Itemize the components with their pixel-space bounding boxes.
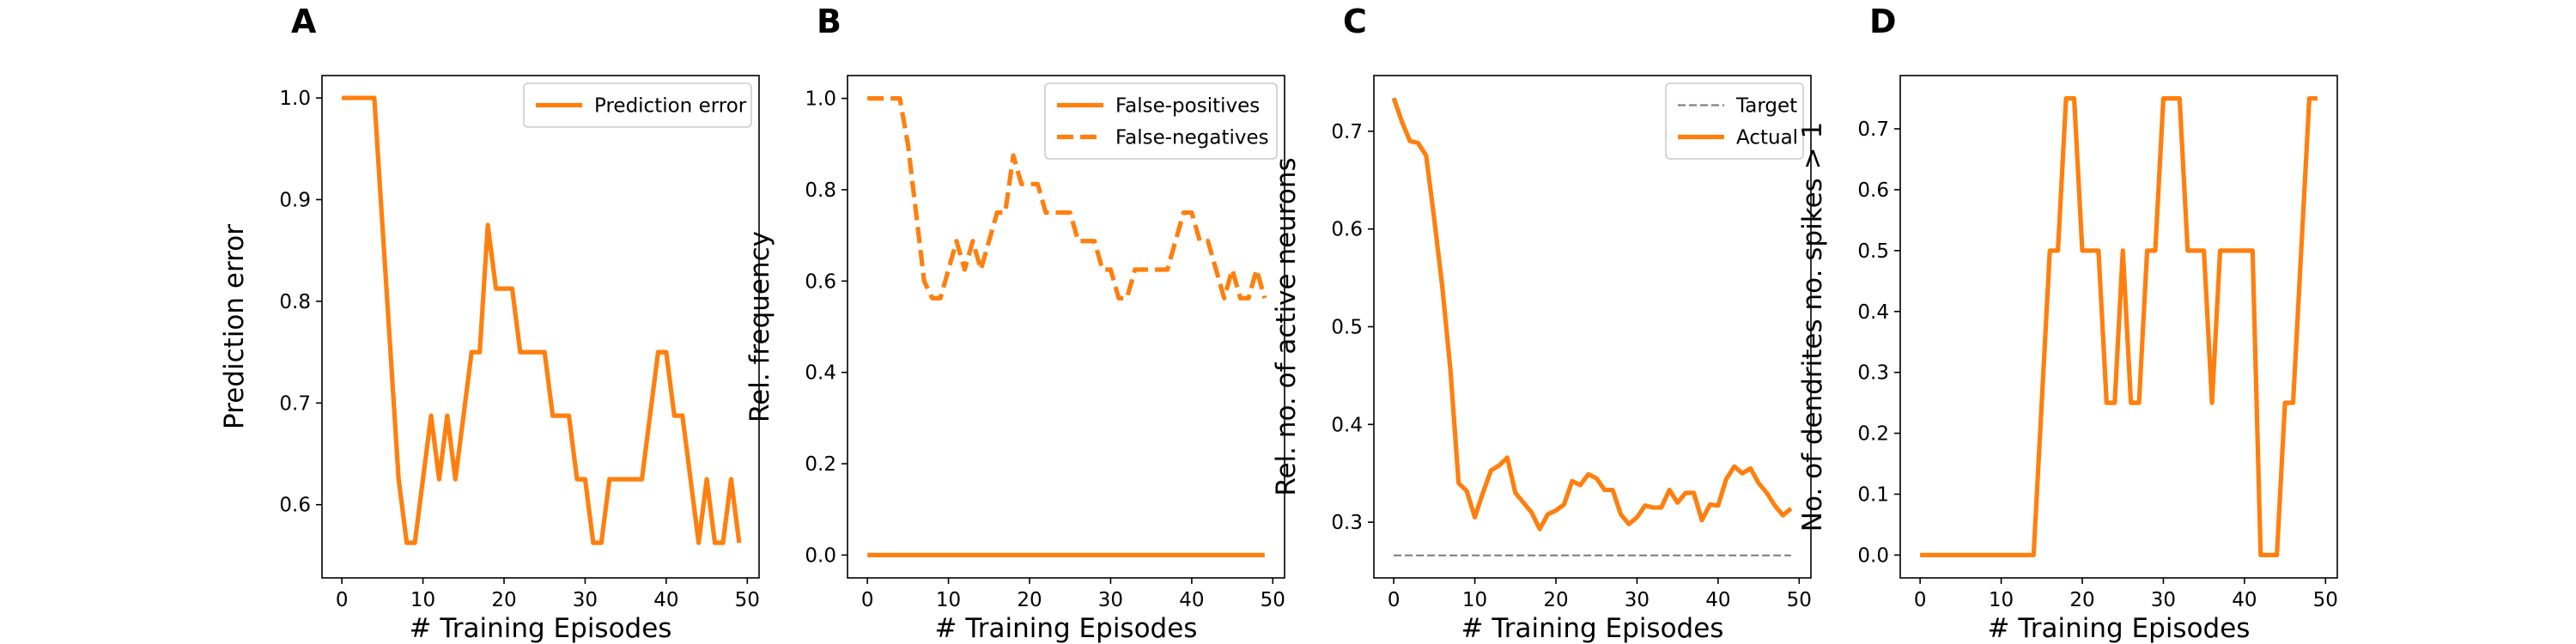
panel-letter: A (291, 3, 317, 40)
y-axis-label: Rel. frequency (744, 231, 775, 422)
panel-letter: B (817, 3, 841, 40)
legend: Target Actual (1665, 82, 1804, 160)
x-tick-label: 30 (1098, 589, 1123, 611)
axes-frame (1899, 75, 2338, 579)
y-tick-label: 0.8 (805, 179, 836, 202)
y-tick-label: 1.0 (279, 88, 311, 110)
x-tick-label: 50 (735, 589, 760, 611)
x-tick-label: 10 (1462, 589, 1487, 611)
y-tick-label: 0.0 (805, 544, 836, 567)
x-tick-label: 30 (2151, 589, 2176, 611)
x-tick-label: 30 (1625, 589, 1649, 611)
x-tick-label: 50 (1787, 589, 1812, 611)
panel-b: B 0 10 20 30 40 50 0.0 0.2 0.4 0.6 0.8 1.0 # Training… (744, 3, 1285, 644)
series-line-0 (1920, 95, 2318, 558)
y-tick-label: 0.7 (279, 392, 311, 415)
series-line-1 (1391, 97, 1793, 532)
axes-frame (321, 75, 760, 579)
y-tick-label: 0.2 (1857, 423, 1889, 446)
x-axis-label: # Training Episodes (1988, 613, 2251, 644)
x-axis-label: # Training Episodes (1461, 613, 1724, 644)
y-axis-label: Prediction error (219, 224, 250, 429)
legend-box (523, 82, 752, 128)
x-tick-label: 40 (1179, 589, 1204, 611)
panel-a: A 0 10 20 30 40 50 0.6 0.7 0.8 0.9 1.0 # Training Ep… (219, 3, 760, 644)
x-tick-label: 10 (936, 589, 961, 611)
y-tick-label: 0.4 (805, 362, 836, 385)
y-tick-label: 0.6 (279, 495, 311, 517)
y-tick-label: 1.0 (805, 88, 836, 111)
y-tick-label: 0.7 (1857, 118, 1889, 141)
x-tick-label: 0 (1914, 589, 1927, 611)
y-tick-label: 0.6 (1331, 219, 1363, 241)
x-tick-label: 20 (491, 589, 516, 611)
y-axis-label: Rel. no. of active neurons (1271, 157, 1302, 495)
legend: Prediction error (523, 82, 752, 128)
panel-d: D 0 10 20 30 40 50 0.0 0.1 0.2 0.3 0.4 0.5 0.6 0.7 # Tr… (1797, 3, 2338, 644)
panel-c: C 0 10 20 30 40 50 0.3 0.4 0.5 0.6 0.7 # Training Ep… (1271, 3, 1812, 644)
x-tick-label: 0 (336, 589, 349, 611)
y-tick-label: 0.6 (1857, 179, 1889, 202)
legend-box (1044, 82, 1278, 160)
x-tick-label: 20 (1543, 589, 1568, 611)
y-tick-label: 0.5 (1331, 317, 1363, 339)
y-tick-label: 0.0 (1857, 544, 1889, 567)
x-tick-label: 20 (2069, 589, 2094, 611)
x-tick-label: 20 (1017, 589, 1042, 611)
y-tick-label: 0.8 (279, 291, 311, 313)
y-axis-label: No. of dendrites no. spikes > 1 (1797, 122, 1828, 532)
y-tick-label: 0.2 (805, 453, 836, 476)
y-tick-label: 0.6 (805, 270, 836, 293)
legend-label: Actual (1736, 127, 1798, 149)
y-tick-label: 0.4 (1857, 301, 1889, 324)
x-tick-label: 40 (2232, 589, 2257, 611)
y-tick-label: 0.9 (279, 189, 311, 211)
legend-label: False-positives (1115, 95, 1260, 118)
x-tick-label: 0 (1388, 589, 1400, 611)
x-axis-label: # Training Episodes (410, 613, 672, 644)
panel-letter: D (1869, 3, 1897, 40)
x-tick-label: 50 (1261, 589, 1285, 611)
y-tick-label: 0.3 (1857, 362, 1889, 385)
y-tick-label: 0.5 (1857, 240, 1889, 263)
series-line-0 (342, 95, 742, 545)
x-tick-label: 40 (653, 589, 678, 611)
y-tick-label: 0.7 (1331, 121, 1363, 143)
panel-letter: C (1343, 3, 1367, 40)
x-tick-label: 0 (861, 589, 874, 611)
x-tick-label: 40 (1705, 589, 1730, 611)
x-tick-label: 10 (410, 589, 435, 611)
legend: False-positives False-negatives (1044, 82, 1278, 160)
legend-label: Prediction error (594, 95, 747, 118)
x-tick-label: 10 (1989, 589, 2014, 611)
legend-label: False-negatives (1115, 127, 1269, 149)
series-line-1 (867, 95, 1267, 301)
x-axis-label: # Training Episodes (935, 613, 1198, 644)
x-tick-label: 30 (573, 589, 598, 611)
axes-frame (847, 75, 1285, 579)
legend-box (1665, 82, 1804, 160)
y-tick-label: 0.3 (1331, 512, 1363, 534)
legend-label: Target (1735, 95, 1797, 118)
x-tick-label: 50 (2313, 589, 2338, 611)
y-tick-label: 0.1 (1857, 484, 1889, 507)
y-tick-label: 0.4 (1331, 414, 1363, 436)
